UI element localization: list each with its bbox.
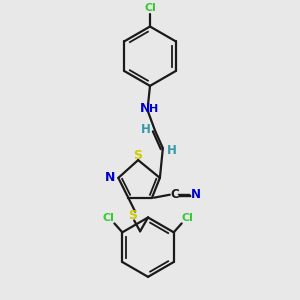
Text: Cl: Cl (144, 3, 156, 13)
Text: Cl: Cl (103, 214, 114, 224)
Text: H: H (167, 144, 177, 157)
Text: H: H (149, 103, 159, 114)
Text: N: N (140, 102, 150, 115)
Text: Cl: Cl (182, 214, 194, 224)
Text: S: S (133, 148, 142, 162)
Text: C: C (170, 188, 179, 201)
Text: H: H (141, 123, 151, 136)
Text: N: N (190, 188, 200, 201)
Text: N: N (105, 171, 116, 184)
Text: S: S (128, 209, 137, 222)
